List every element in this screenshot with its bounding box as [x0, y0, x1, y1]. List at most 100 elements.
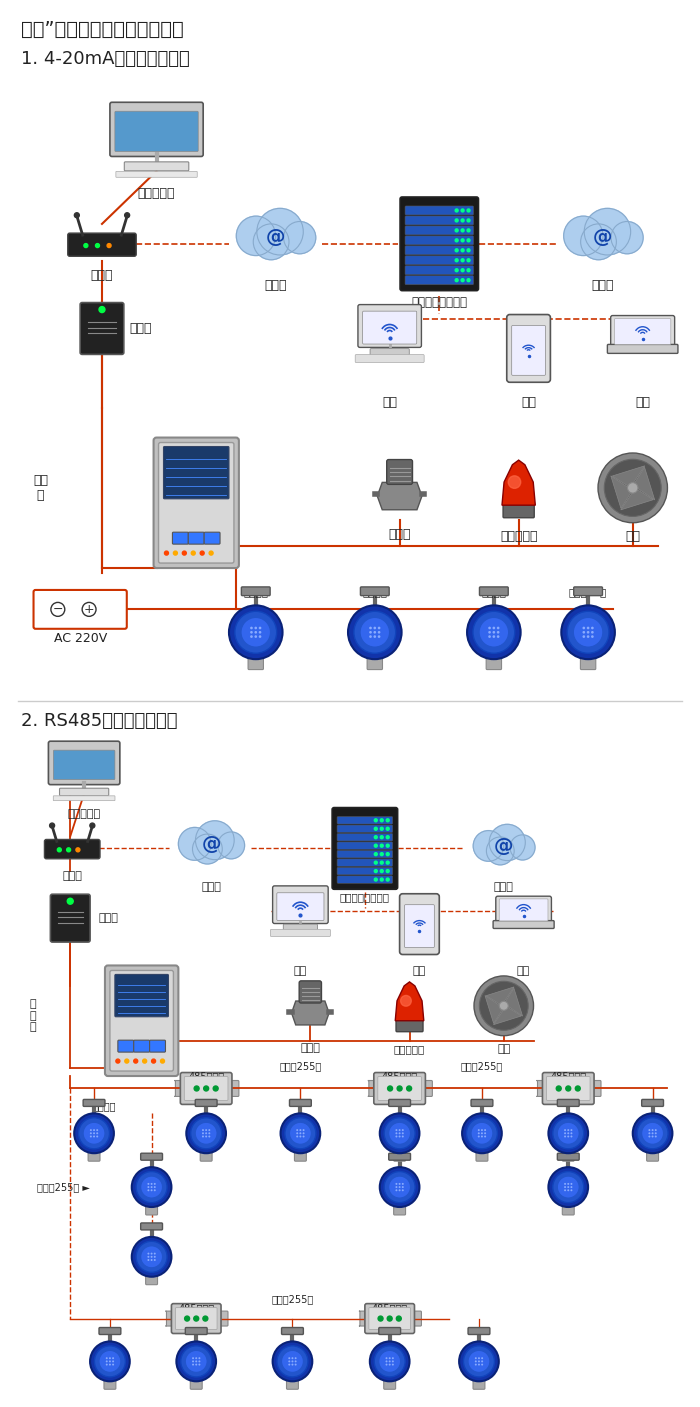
Circle shape: [370, 1341, 410, 1382]
Circle shape: [160, 1059, 164, 1064]
FancyBboxPatch shape: [507, 315, 550, 383]
FancyBboxPatch shape: [83, 1099, 105, 1106]
Text: 路由器: 路由器: [91, 269, 113, 281]
FancyBboxPatch shape: [422, 1081, 433, 1096]
Circle shape: [285, 1117, 316, 1150]
Circle shape: [150, 1252, 153, 1255]
Circle shape: [566, 1086, 570, 1090]
Circle shape: [481, 1358, 483, 1359]
Circle shape: [570, 1183, 573, 1185]
FancyBboxPatch shape: [389, 1099, 410, 1106]
FancyBboxPatch shape: [229, 1081, 239, 1096]
Circle shape: [300, 1128, 302, 1131]
Circle shape: [378, 626, 380, 629]
FancyBboxPatch shape: [272, 886, 328, 923]
Circle shape: [192, 1363, 194, 1366]
Circle shape: [386, 878, 389, 881]
Circle shape: [474, 976, 533, 1036]
Circle shape: [295, 1363, 297, 1366]
Circle shape: [354, 611, 395, 653]
Polygon shape: [611, 476, 631, 508]
Circle shape: [374, 626, 376, 629]
Circle shape: [397, 1086, 402, 1090]
Circle shape: [389, 1363, 391, 1366]
Circle shape: [360, 618, 389, 647]
Circle shape: [96, 1133, 98, 1134]
Circle shape: [587, 626, 589, 629]
FancyBboxPatch shape: [332, 808, 398, 889]
Circle shape: [481, 1133, 483, 1134]
FancyBboxPatch shape: [355, 355, 424, 363]
FancyBboxPatch shape: [486, 657, 501, 670]
Circle shape: [488, 630, 491, 633]
Circle shape: [395, 1133, 398, 1134]
FancyBboxPatch shape: [248, 657, 263, 670]
Circle shape: [591, 635, 594, 637]
Circle shape: [374, 836, 377, 839]
Circle shape: [203, 1316, 208, 1321]
Circle shape: [125, 1059, 129, 1064]
Circle shape: [582, 626, 585, 629]
FancyBboxPatch shape: [150, 1040, 165, 1052]
Circle shape: [392, 1358, 394, 1359]
Circle shape: [250, 635, 253, 637]
FancyBboxPatch shape: [34, 590, 127, 629]
Circle shape: [467, 229, 470, 232]
Circle shape: [202, 1128, 204, 1131]
FancyBboxPatch shape: [396, 1020, 423, 1031]
Circle shape: [194, 1086, 199, 1090]
Text: 485中继器: 485中继器: [372, 1304, 407, 1314]
FancyBboxPatch shape: [374, 1072, 426, 1104]
FancyBboxPatch shape: [153, 438, 239, 568]
Circle shape: [109, 1363, 111, 1366]
Circle shape: [374, 635, 376, 637]
FancyBboxPatch shape: [110, 971, 174, 1071]
Circle shape: [478, 1361, 480, 1362]
Circle shape: [475, 1358, 477, 1359]
Circle shape: [488, 626, 491, 629]
Circle shape: [198, 1363, 200, 1366]
Circle shape: [150, 1256, 153, 1258]
Circle shape: [99, 1351, 121, 1372]
Circle shape: [95, 243, 99, 248]
Circle shape: [455, 229, 458, 232]
Circle shape: [466, 1117, 498, 1150]
Circle shape: [510, 834, 535, 860]
Circle shape: [300, 1135, 302, 1137]
Circle shape: [384, 1172, 415, 1203]
Circle shape: [195, 1123, 217, 1144]
FancyBboxPatch shape: [557, 1099, 579, 1106]
FancyBboxPatch shape: [48, 741, 120, 785]
Circle shape: [484, 1128, 486, 1131]
Text: 可连接255台: 可连接255台: [279, 1061, 321, 1072]
Text: 转换器: 转换器: [130, 322, 153, 335]
Circle shape: [570, 1186, 573, 1188]
FancyBboxPatch shape: [195, 1099, 217, 1106]
Circle shape: [194, 1316, 199, 1321]
Circle shape: [141, 1176, 162, 1197]
Circle shape: [570, 1189, 573, 1192]
Circle shape: [598, 453, 668, 523]
FancyBboxPatch shape: [165, 1311, 174, 1325]
Circle shape: [195, 1361, 197, 1362]
Circle shape: [459, 1341, 499, 1382]
Circle shape: [90, 823, 95, 829]
Text: @: @: [266, 228, 286, 246]
Circle shape: [591, 626, 594, 629]
FancyBboxPatch shape: [365, 1304, 414, 1334]
FancyBboxPatch shape: [125, 162, 189, 170]
FancyBboxPatch shape: [405, 256, 473, 265]
Text: 可连接255台 ►: 可连接255台 ►: [37, 1182, 90, 1192]
Circle shape: [556, 1086, 561, 1090]
Circle shape: [259, 635, 261, 637]
Text: 可连接255台: 可连接255台: [272, 1294, 314, 1304]
Circle shape: [380, 844, 383, 847]
Circle shape: [402, 1186, 404, 1188]
Circle shape: [557, 1176, 579, 1197]
FancyBboxPatch shape: [186, 1328, 207, 1334]
Circle shape: [564, 1135, 566, 1137]
FancyBboxPatch shape: [369, 1307, 410, 1330]
Circle shape: [136, 1241, 167, 1272]
FancyBboxPatch shape: [359, 1311, 367, 1325]
Circle shape: [467, 269, 470, 272]
